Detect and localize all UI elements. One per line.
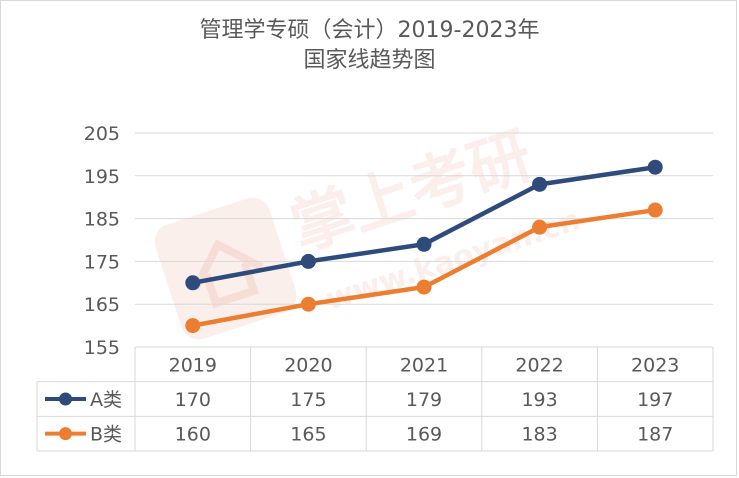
data-point: [416, 236, 432, 252]
y-tick-label: 175: [84, 251, 120, 273]
table-value-cell: 165: [290, 424, 326, 446]
chart-title-line2: 国家线趋势图: [303, 48, 436, 73]
data-point: [532, 176, 548, 192]
table-value-cell: 179: [406, 389, 442, 411]
x-category-label: 2019: [169, 354, 217, 376]
legend-key-marker: [59, 427, 72, 441]
table-value-cell: 170: [175, 389, 211, 411]
data-point: [532, 219, 548, 235]
series: [185, 159, 663, 334]
table-value-cell: 160: [175, 424, 211, 446]
x-category-label: 2021: [400, 354, 448, 376]
table-value-cell: 197: [637, 389, 673, 411]
y-axis-ticks: 155 165 175 185 195 205: [84, 123, 120, 359]
data-point: [416, 279, 432, 295]
y-tick-label: 155: [84, 337, 120, 359]
data-point: [647, 159, 663, 175]
data-point: [647, 202, 663, 218]
y-tick-label: 165: [84, 294, 120, 316]
table-value-cell: 183: [521, 424, 557, 446]
table-value-cell: 175: [290, 389, 326, 411]
data-point: [300, 253, 316, 269]
table-value-cell: 169: [406, 424, 442, 446]
y-tick-label: 205: [84, 123, 120, 145]
chart-title: 管理学专硕（会计）2019-2023年 国家线趋势图: [0, 16, 739, 76]
data-point: [185, 318, 201, 334]
y-tick-label: 195: [84, 166, 120, 188]
table-value-cell: 187: [637, 424, 673, 446]
watermark: 掌上考研 www.kaoyan.cn: [154, 118, 585, 340]
x-category-label: 2023: [631, 354, 679, 376]
legend-label: B类: [90, 424, 122, 446]
x-category-label: 2022: [515, 354, 563, 376]
data-table: 2019 2020 2021 2022 2023 A类 170 175 179 193 197 B类 1…: [36, 346, 714, 452]
table-value-cell: 193: [521, 389, 557, 411]
x-category-label: 2020: [284, 354, 332, 376]
legend-label: A类: [90, 389, 122, 411]
y-tick-label: 185: [84, 209, 120, 231]
data-point: [300, 296, 316, 312]
chart-title-line1: 管理学专硕（会计）2019-2023年: [199, 18, 540, 43]
legend-key-marker: [59, 392, 72, 406]
data-point: [185, 275, 201, 291]
